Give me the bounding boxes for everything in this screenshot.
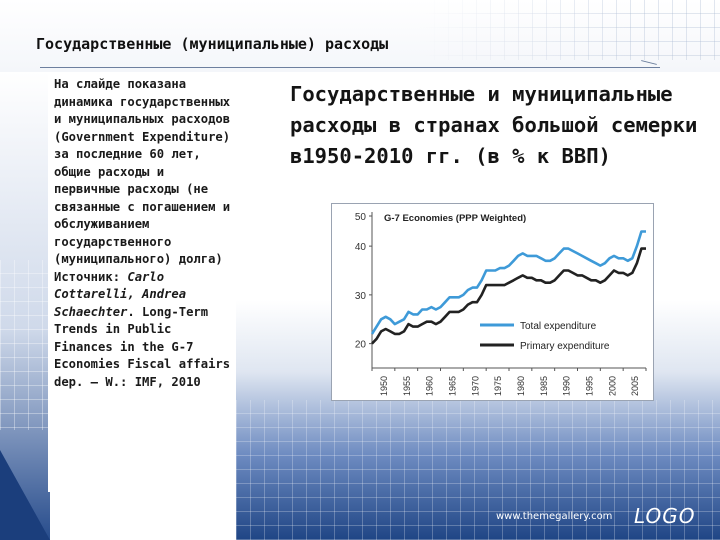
chart-canvas: 20 30 40 50 1950 1955 1960 1965 1970 1975 1980 1985… xyxy=(355,212,647,396)
x-tick-label: 1995 xyxy=(585,376,595,396)
primary-expenditure-line xyxy=(371,247,646,345)
side-description-main: На слайде показана динамика государствен… xyxy=(54,77,231,266)
footer-url[interactable]: www.themegallery.com xyxy=(496,511,613,522)
chart-title: G-7 Economies (PPP Weighted) xyxy=(384,213,526,224)
left-corner-triangle xyxy=(0,450,50,540)
footer-logo: LOGO xyxy=(634,504,696,528)
x-tick-label: 1980 xyxy=(516,376,526,396)
total-expenditure-line xyxy=(370,230,646,335)
x-tick-label: 1965 xyxy=(448,376,458,396)
slide-title: Государственные (муниципальные) расходы xyxy=(36,35,389,53)
source-authors: Carlo Cottarelli, Andrea Schaechter xyxy=(54,269,187,319)
left-grid-decoration xyxy=(0,260,50,430)
x-tick-label: 2000 xyxy=(607,376,617,396)
x-tick-label: 2005 xyxy=(630,376,640,396)
y-tick-label: 40 xyxy=(355,242,367,253)
x-tick-label: 1970 xyxy=(470,376,480,396)
title-divider xyxy=(40,67,660,68)
source-reference: . Long-Term Trends in Public Finances in… xyxy=(54,304,231,389)
x-tick-label: 1990 xyxy=(562,376,572,396)
x-tick-label: 1985 xyxy=(539,376,549,396)
x-tick-label: 1960 xyxy=(425,376,435,396)
x-tick-label: 1950 xyxy=(379,376,389,396)
expenditure-chart: 20 30 40 50 1950 1955 1960 1965 1970 1975 1980 1985… xyxy=(331,203,654,401)
x-tick-label: 1955 xyxy=(402,376,412,396)
top-bar xyxy=(0,0,720,72)
bottom-grid-decoration xyxy=(236,400,720,540)
side-description: На слайде показана динамика государствен… xyxy=(54,76,236,391)
y-tick-label: 50 xyxy=(355,212,367,223)
x-tick-label: 1975 xyxy=(493,376,503,396)
source-prefix: Источник: xyxy=(54,269,128,284)
top-grid-decoration xyxy=(420,0,720,60)
y-tick-label: 20 xyxy=(355,340,367,351)
slide-heading: Государственные и муниципальные расходы … xyxy=(290,82,698,168)
legend-label-total: Total expenditure xyxy=(520,321,597,332)
legend-label-primary: Primary expenditure xyxy=(520,341,610,352)
side-panel xyxy=(48,72,236,492)
y-tick-label: 30 xyxy=(355,291,367,302)
